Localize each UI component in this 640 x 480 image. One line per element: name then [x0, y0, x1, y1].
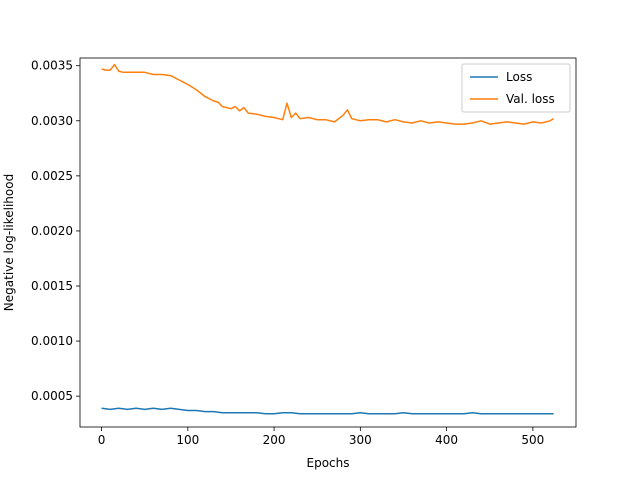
- series-line-val-loss: [101, 63, 554, 125]
- series-line-loss: [101, 407, 554, 415]
- legend-label-loss: Loss: [506, 70, 532, 84]
- y-tick-label: 0.0010: [31, 334, 73, 348]
- y-axis-ticks: 0.0005 0.0010 0.0015 0.0020 0.0025 0.0030 0.00…: [31, 59, 80, 403]
- y-tick-label: 0.0025: [31, 169, 73, 183]
- y-tick-label: 0.0020: [31, 224, 73, 238]
- x-axis-label: Epochs: [307, 456, 350, 470]
- x-tick-label: 500: [521, 433, 544, 447]
- legend: Loss Val. loss: [461, 63, 571, 113]
- plot-frame: [79, 57, 577, 428]
- legend-box: [461, 63, 571, 113]
- legend-label-val-loss: Val. loss: [506, 92, 555, 106]
- plot-area: [80, 58, 576, 427]
- y-tick-label: 0.0030: [31, 114, 73, 128]
- y-axis-label: Negative log-likelihood: [2, 174, 16, 311]
- y-tick-label: 0.0015: [31, 279, 73, 293]
- x-tick-label: 200: [263, 433, 286, 447]
- x-tick-label: 300: [349, 433, 372, 447]
- y-tick-label: 0.0005: [31, 389, 73, 403]
- x-tick-label: 0: [98, 433, 106, 447]
- y-tick-label: 0.0035: [31, 59, 73, 73]
- x-tick-label: 100: [176, 433, 199, 447]
- x-tick-label: 400: [435, 433, 458, 447]
- series-layer: [101, 63, 554, 415]
- x-axis-ticks: 0 100 200 300 400 500: [98, 427, 544, 447]
